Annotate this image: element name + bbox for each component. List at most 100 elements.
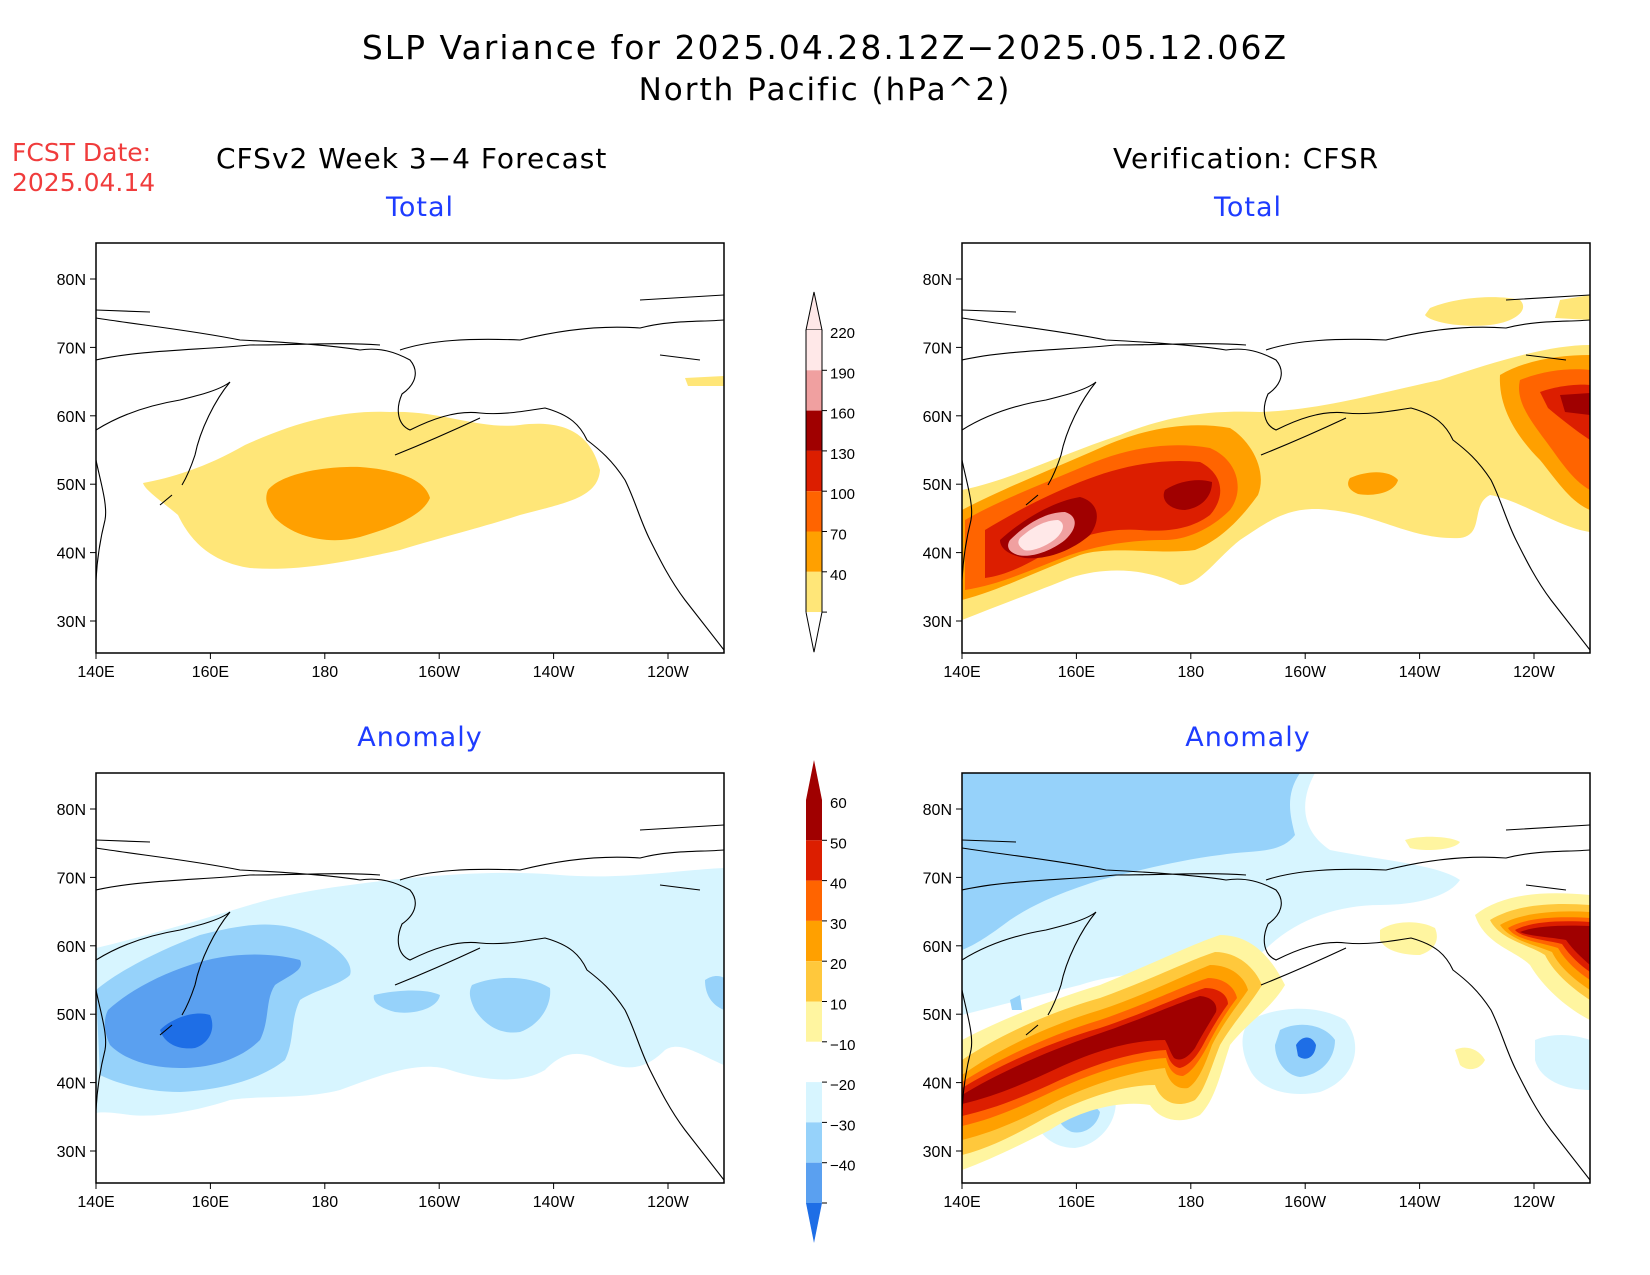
coastline — [962, 847, 1590, 1181]
lon-tick-label: 160W — [1284, 1194, 1327, 1211]
island-chain — [962, 824, 1590, 1036]
lon-tick-label: 140W — [533, 1194, 576, 1211]
colorbar-label: 100 — [830, 486, 855, 503]
lat-tick-label: 40N — [57, 546, 86, 563]
colorbar-label: 30 — [830, 916, 847, 933]
lat-tick-label: 60N — [57, 409, 86, 426]
lon-tick-label: 180 — [311, 1194, 338, 1211]
coastline — [96, 317, 724, 651]
colorbar-swatch — [806, 330, 822, 371]
colorbar-label: −30 — [830, 1117, 855, 1134]
lat-tick-label: 40N — [57, 1076, 86, 1093]
island-chain — [96, 294, 724, 506]
lon-tick-label: 180 — [1177, 664, 1204, 681]
lat-tick-label: 80N — [57, 802, 86, 819]
lon-tick-label: 140E — [943, 1194, 980, 1211]
lon-tick-label: 140W — [1399, 1194, 1442, 1211]
contour-minus30 — [1296, 1037, 1316, 1059]
lon-tick-label: 160E — [192, 1194, 229, 1211]
lon-tick-label: 120W — [647, 664, 690, 681]
colorbar-bottom-arrow — [805, 612, 823, 653]
forecast-anomaly-axes: 140E 160E 180 160W 140W 120W 80N 70N 60N 50N 40N 30… — [57, 802, 690, 1211]
colorbar-swatch — [806, 370, 822, 411]
contour-minus30 — [104, 954, 301, 1068]
colorbar-label: 20 — [830, 956, 847, 973]
lat-tick-label: 70N — [57, 340, 86, 357]
colorbar-label: 60 — [830, 795, 847, 812]
colorbar-label: 190 — [830, 365, 855, 382]
colorbar-label: 70 — [830, 527, 847, 544]
colorbar-swatch — [806, 1122, 822, 1163]
lon-tick-label: 160W — [1284, 664, 1327, 681]
main-subtitle: North Pacific (hPa^2) — [638, 72, 1012, 108]
coastline — [962, 317, 1590, 651]
colorbar-swatch — [806, 840, 822, 881]
lon-tick-label: 180 — [311, 664, 338, 681]
forecast-total-subtitle: Total — [385, 192, 455, 223]
lon-tick-label: 160W — [418, 664, 461, 681]
lat-tick-label: 50N — [923, 1007, 952, 1024]
forecast-total-axes: 140E 160E 180 160W 140W 120W 80N 70N 60N 50N 40N 30… — [57, 272, 690, 681]
colorbar-swatch — [806, 1162, 822, 1203]
island-chain — [96, 824, 724, 1036]
island-chain — [962, 294, 1590, 506]
lon-tick-label: 120W — [1513, 1194, 1556, 1211]
colorbar-label: 40 — [830, 567, 847, 584]
lon-tick-label: 120W — [1513, 664, 1556, 681]
lon-tick-label: 140E — [77, 1194, 114, 1211]
lat-tick-label: 70N — [923, 870, 952, 887]
colorbar-swatch — [806, 571, 822, 613]
verification-anomaly-map: 140E 160E 180 160W 140W 120W 80N 70N 60N 50N 40N 30… — [923, 772, 1591, 1211]
colorbar-swatch — [806, 491, 822, 532]
lon-tick-label: 140E — [943, 664, 980, 681]
colorbar-swatch — [806, 531, 822, 572]
anomaly-colorbar: 60 50 40 30 20 10 −10 −20 −30 −40 — [806, 760, 855, 1243]
colorbar-swatch — [806, 920, 822, 962]
lat-tick-label: 50N — [57, 1007, 86, 1024]
lat-tick-label: 30N — [923, 614, 952, 631]
forecast-column-header: CFSv2 Week 3−4 Forecast — [216, 142, 608, 175]
contour-40-small — [685, 376, 724, 386]
main-title: SLP Variance for 2025.04.28.12Z−2025.05.… — [361, 28, 1289, 67]
lat-tick-label: 60N — [923, 409, 952, 426]
verification-total-subtitle: Total — [1213, 192, 1283, 223]
lat-tick-label: 60N — [57, 939, 86, 956]
lon-tick-label: 140E — [77, 664, 114, 681]
lat-tick-label: 30N — [923, 1144, 952, 1161]
lat-tick-label: 80N — [923, 272, 952, 289]
colorbar-swatch — [806, 800, 822, 841]
contour-70 — [266, 466, 430, 541]
colorbar-label: 50 — [830, 835, 847, 852]
lat-tick-label: 40N — [923, 1076, 952, 1093]
colorbar-label: −40 — [830, 1158, 855, 1175]
lon-tick-label: 160E — [1058, 664, 1095, 681]
contour-40 — [962, 345, 1590, 620]
contour-minus20 — [962, 773, 1335, 1133]
verification-anomaly-subtitle: Anomaly — [1185, 722, 1311, 753]
colorbar-swatch — [806, 961, 822, 1002]
lat-tick-label: 80N — [923, 802, 952, 819]
colorbar-swatch — [806, 880, 822, 921]
forecast-anomaly-subtitle: Anomaly — [357, 722, 483, 753]
colorbar-label: 130 — [830, 446, 855, 463]
colorbar-label: 40 — [830, 876, 847, 893]
lon-tick-label: 160W — [418, 1194, 461, 1211]
coastline — [96, 847, 724, 1181]
colorbar-bottom-arrow — [806, 1203, 822, 1243]
lat-tick-label: 50N — [923, 477, 952, 494]
map-frame — [961, 772, 1591, 1184]
verification-total-map: 140E 160E 180 160W 140W 120W 80N 70N 60N 50N 40N 30… — [923, 242, 1591, 681]
contour-130 — [985, 384, 1590, 578]
lat-tick-label: 70N — [923, 340, 952, 357]
map-frame — [95, 772, 725, 1184]
verification-column-header: Verification: CFSR — [1113, 142, 1380, 175]
colorbar-swatch — [806, 1001, 822, 1042]
lat-tick-label: 70N — [57, 870, 86, 887]
fcst-date-label: FCST Date: 2025.04.14 — [12, 138, 155, 198]
contour-40-north — [1425, 295, 1590, 326]
lon-tick-label: 140W — [533, 664, 576, 681]
lon-tick-label: 160E — [192, 664, 229, 681]
colorbar-top-arrow — [805, 291, 823, 331]
forecast-total-map: 140E 160E 180 160W 140W 120W 80N 70N 60N 50N 40N 30… — [57, 242, 725, 681]
colorbar-label: −20 — [830, 1077, 855, 1094]
